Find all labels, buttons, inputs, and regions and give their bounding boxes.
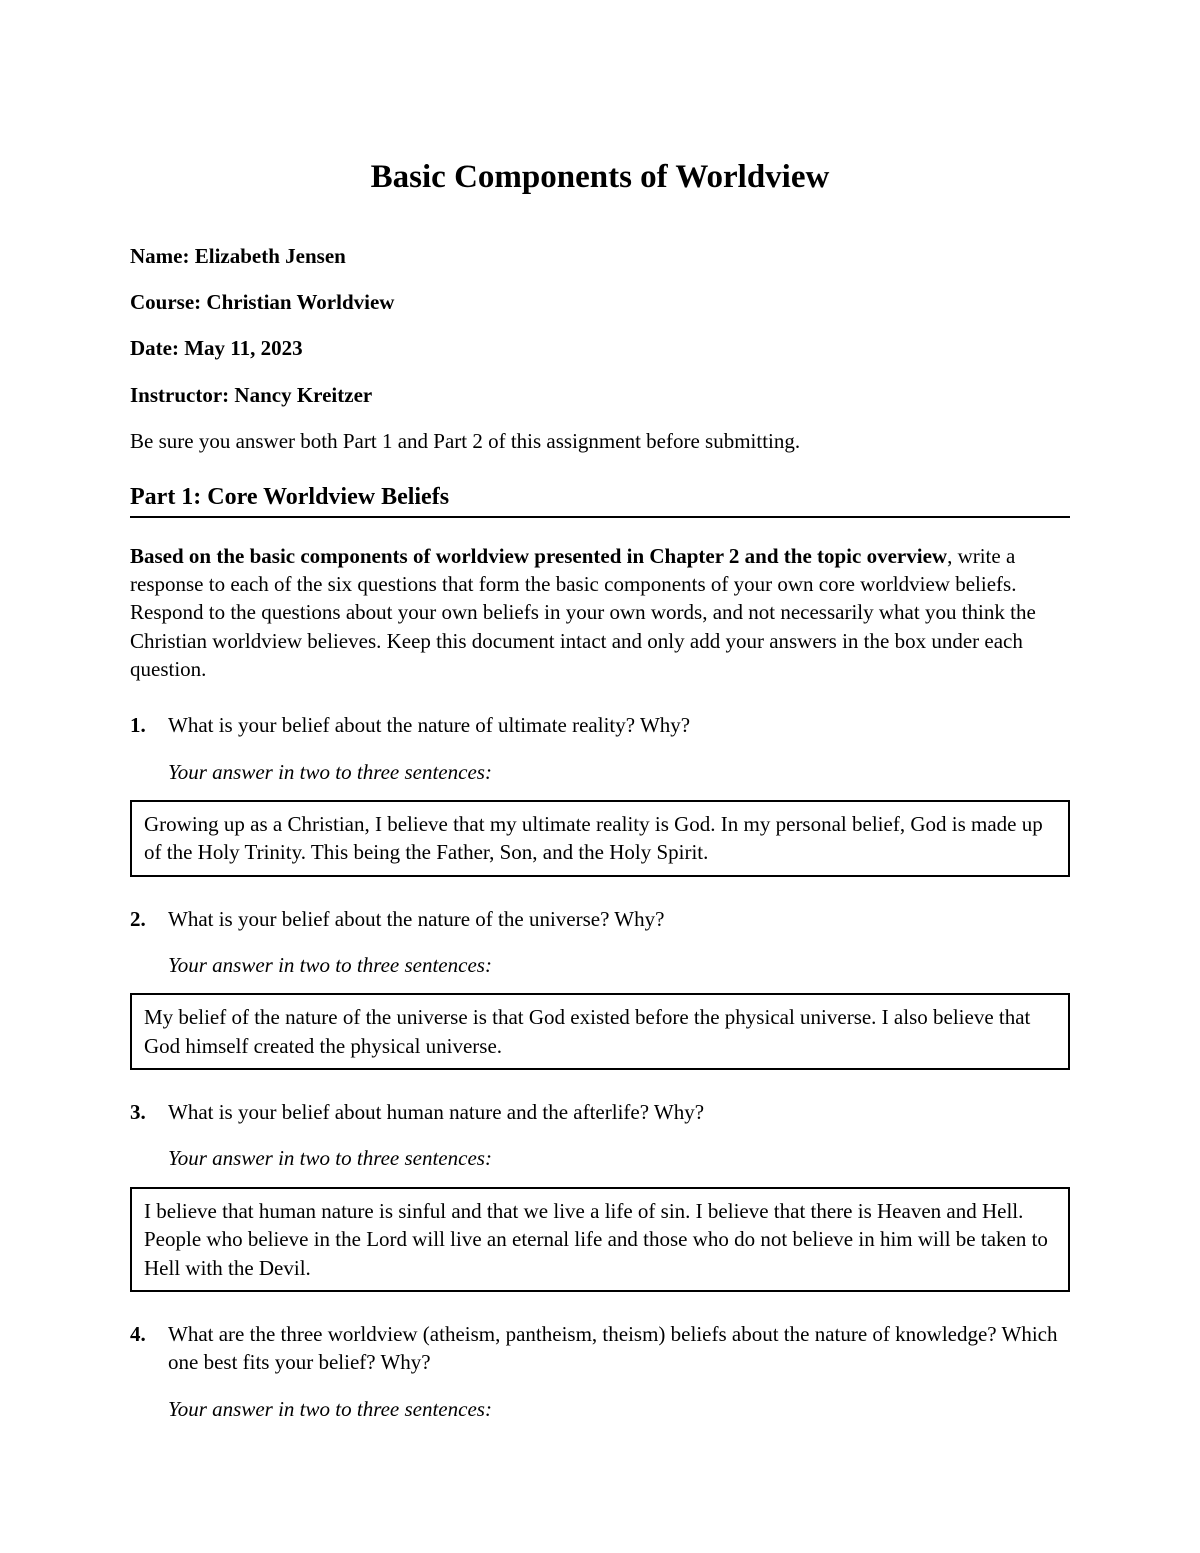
- answer-box: My belief of the nature of the universe …: [130, 993, 1070, 1070]
- course-value: Christian Worldview: [206, 290, 394, 314]
- name-value: Elizabeth Jensen: [195, 244, 346, 268]
- date-line: Date: May 11, 2023: [130, 334, 1070, 362]
- answer-prompt: Your answer in two to three sentences:: [168, 758, 1070, 786]
- question-block: 1.What is your belief about the nature o…: [130, 711, 1070, 876]
- question-row: 1.What is your belief about the nature o…: [130, 711, 1070, 739]
- question-number: 2.: [130, 905, 168, 933]
- question-block: 3.What is your belief about human nature…: [130, 1098, 1070, 1292]
- instructor-label: Instructor:: [130, 383, 229, 407]
- instructor-line: Instructor: Nancy Kreitzer: [130, 381, 1070, 409]
- name-line: Name: Elizabeth Jensen: [130, 242, 1070, 270]
- question-number: 1.: [130, 711, 168, 739]
- answer-box: I believe that human nature is sinful an…: [130, 1187, 1070, 1292]
- answer-box: Growing up as a Christian, I believe tha…: [130, 800, 1070, 877]
- answer-prompt: Your answer in two to three sentences:: [168, 951, 1070, 979]
- overview-text: Based on the basic components of worldvi…: [130, 542, 1070, 684]
- answer-prompt: Your answer in two to three sentences:: [168, 1144, 1070, 1172]
- question-block: 2.What is your belief about the nature o…: [130, 905, 1070, 1070]
- instructions-text: Be sure you answer both Part 1 and Part …: [130, 427, 1070, 455]
- course-label: Course:: [130, 290, 201, 314]
- page-title: Basic Components of Worldview: [130, 155, 1070, 200]
- course-line: Course: Christian Worldview: [130, 288, 1070, 316]
- answer-prompt: Your answer in two to three sentences:: [168, 1395, 1070, 1423]
- instructor-value: Nancy Kreitzer: [234, 383, 372, 407]
- date-value: May 11, 2023: [184, 336, 302, 360]
- question-block: 4.What are the three worldview (atheism,…: [130, 1320, 1070, 1423]
- question-row: 4.What are the three worldview (atheism,…: [130, 1320, 1070, 1377]
- date-label: Date:: [130, 336, 179, 360]
- question-text: What are the three worldview (atheism, p…: [168, 1320, 1070, 1377]
- question-text: What is your belief about the nature of …: [168, 711, 1070, 739]
- question-number: 4.: [130, 1320, 168, 1348]
- question-row: 3.What is your belief about human nature…: [130, 1098, 1070, 1126]
- overview-bold: Based on the basic components of worldvi…: [130, 544, 947, 568]
- question-text: What is your belief about the nature of …: [168, 905, 1070, 933]
- question-text: What is your belief about human nature a…: [168, 1098, 1070, 1126]
- question-number: 3.: [130, 1098, 168, 1126]
- part1-heading: Part 1: Core Worldview Beliefs: [130, 481, 1070, 517]
- name-label: Name:: [130, 244, 189, 268]
- question-row: 2.What is your belief about the nature o…: [130, 905, 1070, 933]
